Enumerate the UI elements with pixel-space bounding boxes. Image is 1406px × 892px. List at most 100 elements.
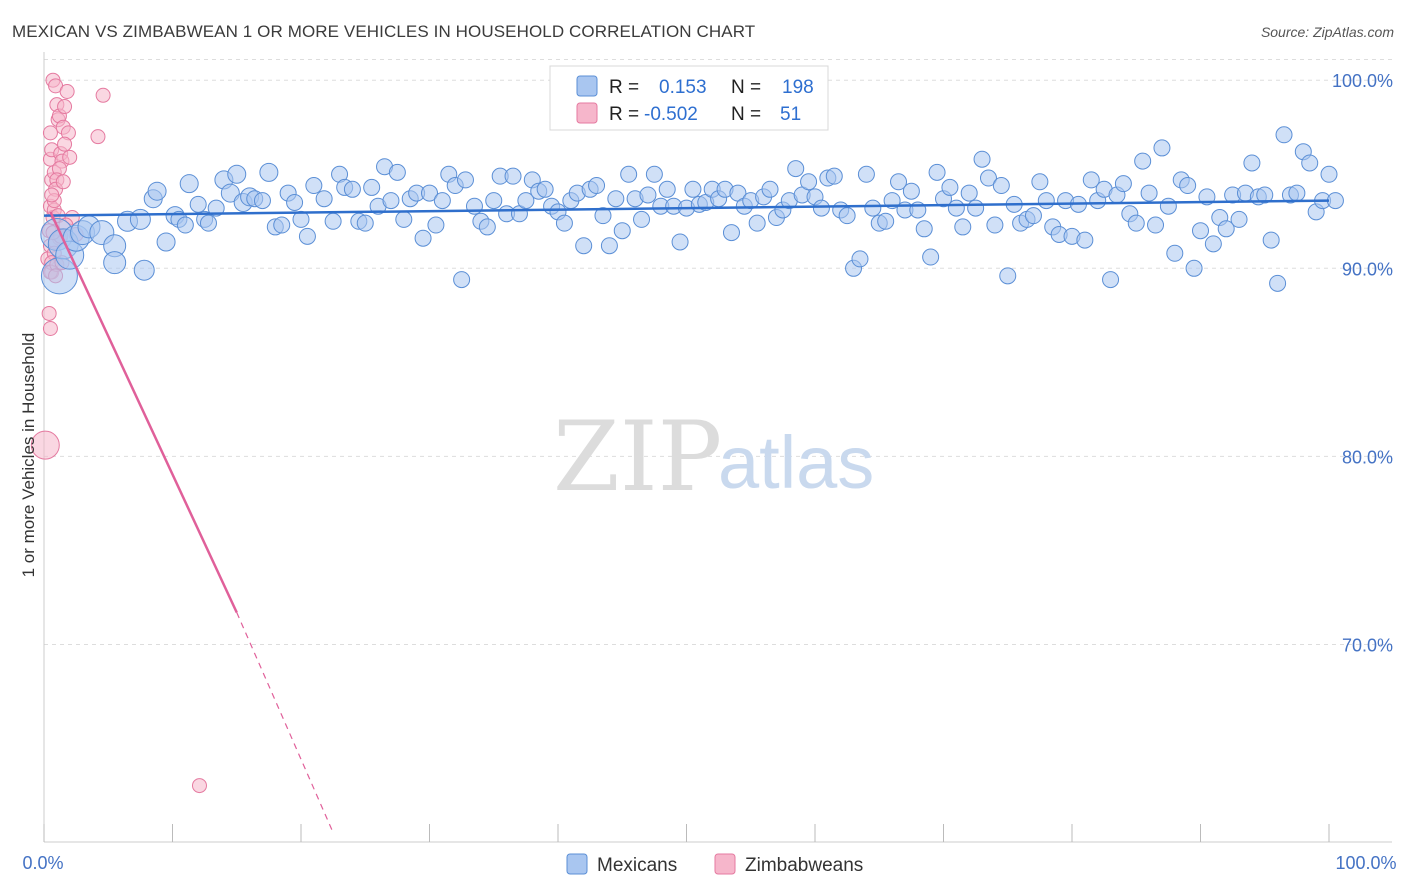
mexican-point <box>992 177 1010 195</box>
zimbabwean-point <box>55 174 71 190</box>
mexican-point <box>478 218 496 236</box>
mexican-point <box>1024 207 1042 225</box>
mexican-point <box>1192 222 1209 240</box>
mexican-point <box>928 163 946 181</box>
series-swatch-mexicans <box>566 853 588 875</box>
mexican-point <box>1320 165 1338 183</box>
mexican-point <box>1204 235 1222 253</box>
mexican-point <box>1134 152 1152 170</box>
mexican-point <box>947 199 965 217</box>
mexican-point <box>639 186 657 204</box>
mexican-point <box>1301 154 1319 172</box>
mexican-point <box>1262 231 1280 249</box>
mexican-point <box>1159 197 1177 215</box>
mexican-point <box>343 180 361 198</box>
mexican-point <box>363 178 381 196</box>
mexican-points <box>40 126 1344 295</box>
mexican-point <box>684 180 702 198</box>
mexican-point <box>812 199 830 217</box>
y-tick-label: 80.0% <box>1342 447 1393 467</box>
mexican-point <box>133 259 155 281</box>
mexican-point <box>453 271 471 289</box>
mexican-point <box>259 162 279 182</box>
mexican-point <box>129 208 151 230</box>
mexican-point <box>800 173 818 191</box>
mexican-point <box>967 199 985 217</box>
mexican-point <box>305 177 323 195</box>
legend-r-label-2: R = <box>609 104 639 125</box>
y-tick-label: 90.0% <box>1342 259 1393 279</box>
mexican-point <box>1037 192 1055 210</box>
zimbabwean-trend-line <box>49 211 238 614</box>
legend-r-label-1: R = <box>609 77 639 98</box>
mexican-point <box>973 150 991 168</box>
mexican-point <box>960 184 978 202</box>
mexican-point <box>851 250 869 268</box>
series-label-zimbabweans: Zimbabweans <box>745 855 863 876</box>
legend-n-label-1: N = <box>731 77 761 98</box>
mexican-point <box>324 212 342 230</box>
mexican-point <box>1153 139 1171 157</box>
mexican-point <box>1127 214 1145 232</box>
zimbabwean-point <box>57 136 73 152</box>
mexican-point <box>388 163 406 181</box>
zimbabwean-point <box>44 187 60 203</box>
mexican-point <box>273 216 291 234</box>
mexican-point <box>979 169 997 187</box>
mexican-point <box>176 216 194 234</box>
stats-legend: R = 0.153 N = 198 R = -0.502 N = 51 <box>549 65 829 131</box>
mexican-point <box>838 207 856 225</box>
x-ticks <box>43 824 1330 842</box>
mexican-point <box>1031 173 1049 191</box>
mexican-point <box>298 227 316 245</box>
mexican-point <box>207 199 225 217</box>
mexican-point <box>999 267 1017 285</box>
mexican-point <box>1256 186 1274 204</box>
watermark-zip: ZIP <box>553 401 722 513</box>
zimbabwean-point <box>90 129 106 145</box>
mexican-point <box>607 190 625 208</box>
zimbabwean-point <box>57 99 73 115</box>
mexican-point <box>986 216 1004 234</box>
chart-title: MEXICAN VS ZIMBABWEAN 1 OR MORE VEHICLES… <box>12 22 756 41</box>
mexican-point <box>1147 216 1165 234</box>
x-tick-label-min: 0.0% <box>22 853 63 873</box>
mexican-point <box>199 214 217 232</box>
mexican-point <box>1076 231 1094 249</box>
mexican-point <box>1140 184 1158 202</box>
mexican-point <box>421 184 438 202</box>
mexican-point <box>156 232 176 252</box>
legend-n-value-1: 198 <box>782 77 814 98</box>
mexican-point <box>922 248 940 266</box>
mexican-point <box>902 182 920 200</box>
mexican-point <box>825 167 843 185</box>
mexican-point <box>600 237 618 255</box>
mexican-point <box>220 183 240 203</box>
series-label-mexicans: Mexicans <box>597 855 677 876</box>
mexican-point <box>588 177 606 195</box>
mexican-point <box>633 210 651 228</box>
mexican-point <box>787 160 805 178</box>
mexican-point <box>1326 192 1344 210</box>
mexican-point <box>761 180 779 198</box>
legend-r-value-1: 0.153 <box>659 77 707 98</box>
mexican-point <box>941 178 959 196</box>
legend-swatch-zimbabweans <box>576 102 598 124</box>
mexican-point <box>620 165 638 183</box>
zimbabwean-point <box>191 778 207 794</box>
mexican-point <box>890 173 908 191</box>
watermark-atlas: atlas <box>718 421 874 504</box>
mexican-point <box>504 167 522 185</box>
mexican-point <box>555 214 573 232</box>
x-tick-label-max: 100.0% <box>1335 853 1396 873</box>
source-label: Source: ZipAtlas.com <box>1260 24 1394 40</box>
mexican-point <box>915 220 933 238</box>
mexican-point <box>748 214 766 232</box>
mexican-point <box>433 192 451 210</box>
mexican-point <box>103 251 127 275</box>
mexican-point <box>382 192 400 210</box>
trend-lines <box>43 199 1330 833</box>
mexican-point <box>1275 126 1293 144</box>
zimbabwean-point <box>62 149 78 165</box>
